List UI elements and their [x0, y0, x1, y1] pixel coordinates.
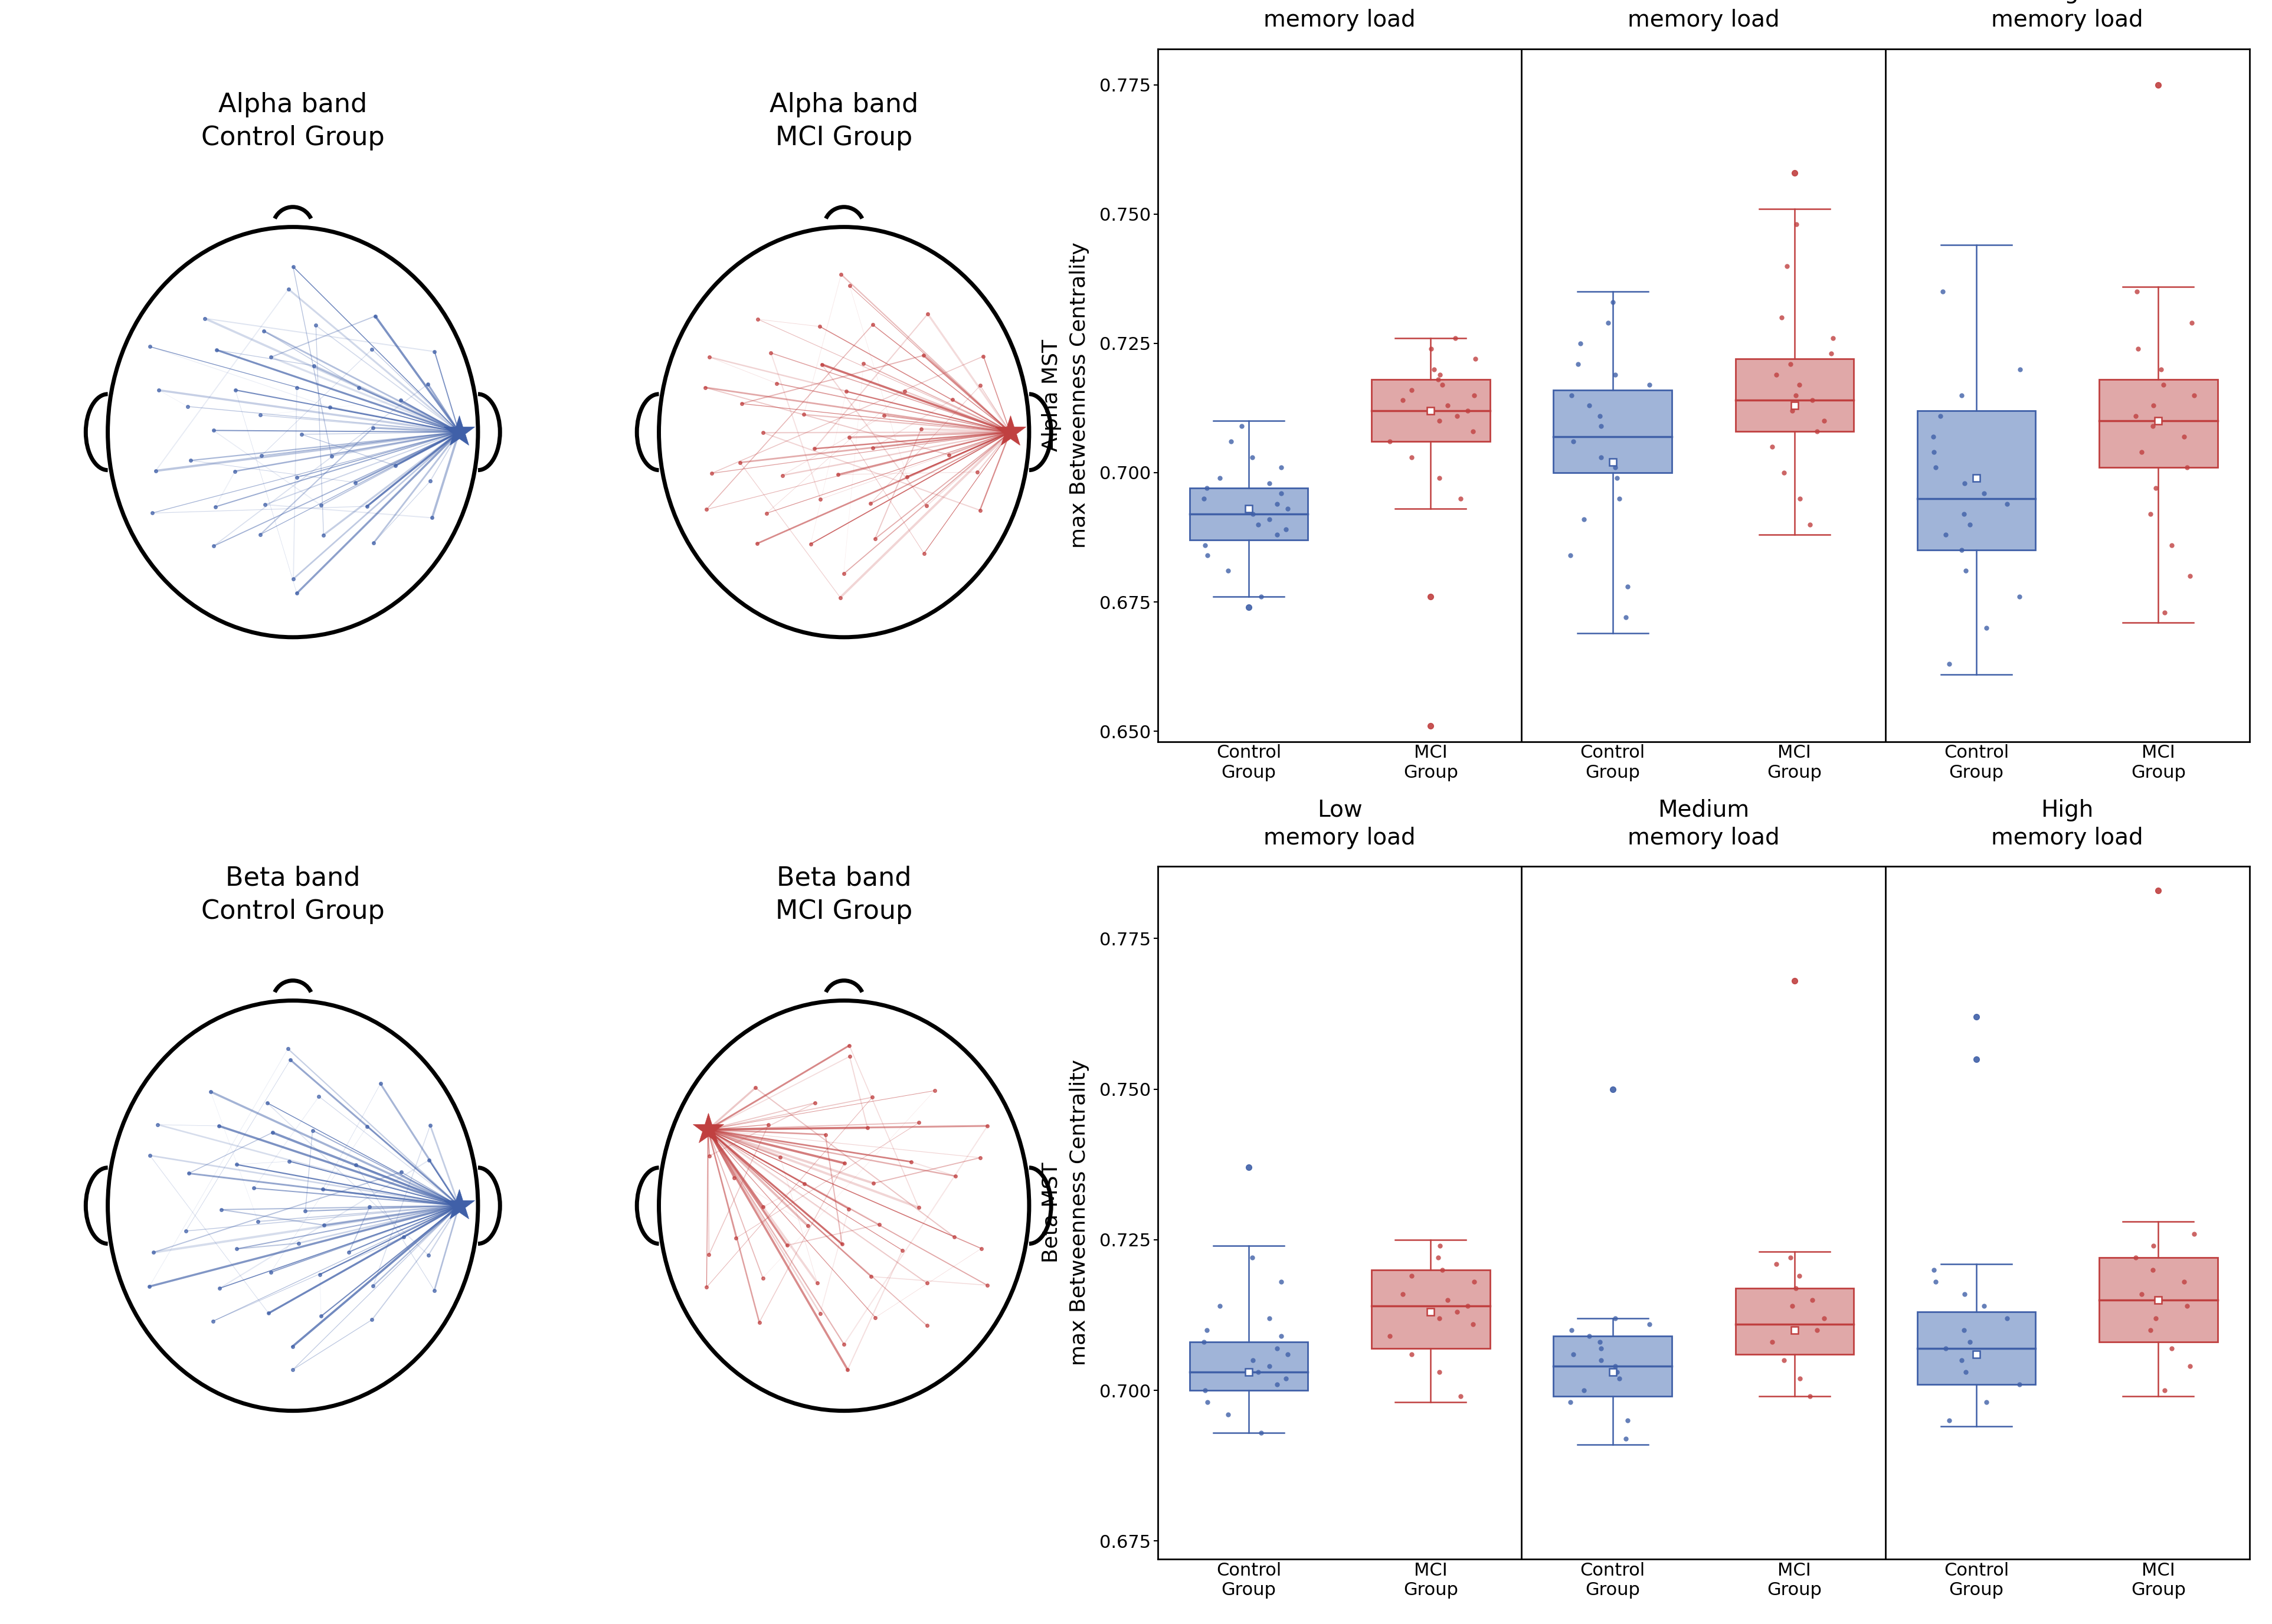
FancyBboxPatch shape	[1372, 1270, 1490, 1348]
Y-axis label: Beta MST
max Betweenness Centrality: Beta MST max Betweenness Centrality	[1041, 1059, 1091, 1366]
FancyBboxPatch shape	[1918, 1312, 2036, 1384]
FancyBboxPatch shape	[1736, 359, 1854, 432]
Text: High
memory load: High memory load	[1990, 799, 2142, 849]
Y-axis label: Alpha MST
max Betweenness Centrality: Alpha MST max Betweenness Centrality	[1041, 242, 1091, 549]
Text: Low
memory load: Low memory load	[1263, 0, 1415, 31]
Title: Beta band
MCI Group: Beta band MCI Group	[775, 866, 913, 924]
Title: Beta band
Control Group: Beta band Control Group	[202, 866, 384, 924]
FancyBboxPatch shape	[1554, 1337, 1672, 1397]
Title: Alpha band
Control Group: Alpha band Control Group	[202, 93, 384, 151]
Text: Medium
memory load: Medium memory load	[1627, 799, 1779, 849]
FancyBboxPatch shape	[1372, 380, 1490, 442]
Text: High
memory load: High memory load	[1990, 0, 2142, 31]
FancyBboxPatch shape	[1191, 1341, 1309, 1390]
FancyBboxPatch shape	[2099, 1259, 2217, 1341]
FancyBboxPatch shape	[1554, 390, 1672, 473]
FancyBboxPatch shape	[2099, 380, 2217, 468]
FancyBboxPatch shape	[1191, 489, 1309, 539]
FancyBboxPatch shape	[1918, 411, 2036, 551]
Text: Low
memory load: Low memory load	[1263, 799, 1415, 849]
FancyBboxPatch shape	[1736, 1288, 1854, 1354]
Title: Alpha band
MCI Group: Alpha band MCI Group	[770, 93, 918, 151]
Text: Medium
memory load: Medium memory load	[1627, 0, 1779, 31]
